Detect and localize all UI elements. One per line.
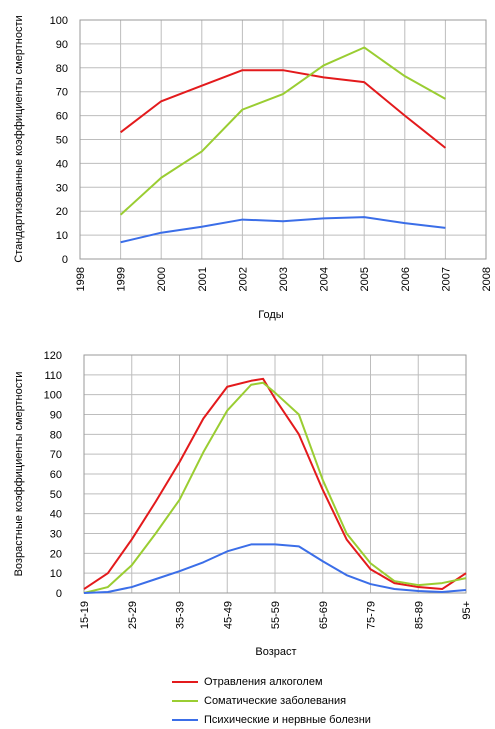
chart-1-mortality-by-year: Стандартизованные коэффициенты смертност… — [13, 15, 493, 321]
legend-label: Психические и нервные болезни — [204, 713, 371, 726]
chart-1-x-tick-label: 2004 — [319, 267, 331, 291]
chart-2-y-tick-label: 40 — [50, 509, 62, 521]
chart-1-y-tick-label: 0 — [62, 254, 68, 266]
chart-1-y-tick-label: 100 — [50, 15, 68, 27]
chart-1-x-tick-label: 1998 — [75, 267, 87, 291]
chart-2-mortality-by-age: Возрастные коэффициенты смертности Возра… — [13, 350, 473, 658]
chart-2-x-tick-label: 15-19 — [79, 601, 91, 629]
chart-1-y-tick-label: 40 — [56, 158, 68, 170]
chart-1-x-tick-label: 1999 — [116, 267, 128, 291]
chart-1-x-tick-label: 2003 — [278, 267, 290, 291]
chart-1-x-tick-label: 2000 — [156, 267, 168, 291]
chart-2-x-axis-title: Возраст — [255, 646, 296, 658]
chart-2-x-tick-label: 75-79 — [366, 601, 378, 629]
chart-1-y-tick-label: 20 — [56, 206, 68, 218]
chart-1-y-tick-label: 60 — [56, 111, 68, 123]
chart-2-y-tick-label: 20 — [50, 548, 62, 560]
chart-1-series-line-3 — [120, 216, 446, 244]
chart-2-y-axis-title: Возрастные коэффициенты смертности — [13, 372, 25, 577]
legend-item-somatic-diseases: Соматические заболевания — [172, 691, 412, 710]
chart-2-y-tick-label: 70 — [50, 449, 62, 461]
chart-1-y-axis-title: Стандартизованные коэффициенты смертност… — [13, 15, 25, 262]
legend-label: Отравления алкоголем — [204, 675, 323, 688]
chart-1-y-tick-label: 50 — [56, 135, 68, 147]
chart-2-y-tick-label: 60 — [50, 469, 62, 481]
chart-2-y-tick-label: 110 — [44, 370, 62, 382]
chart-2-plot-frame — [83, 354, 467, 594]
chart-1-x-tick-label: 2002 — [237, 267, 249, 291]
legend-swatch-red — [172, 680, 198, 683]
chart-2-y-tick-label: 10 — [50, 568, 62, 580]
chart-2-x-tick-label: 35-39 — [175, 601, 187, 629]
chart-1-x-axis-title: Годы — [258, 309, 284, 321]
chart-2-y-tick-label: 0 — [56, 588, 62, 600]
chart-1-series-line-1 — [119, 69, 447, 149]
chart-2-x-tick-label: 45-49 — [222, 601, 234, 629]
chart-1-plot-frame — [79, 19, 487, 260]
chart-2-x-tick-label: 85-89 — [413, 601, 425, 629]
chart-1-y-tick-label: 30 — [56, 182, 68, 194]
chart-2-y-tick-label: 90 — [50, 410, 62, 422]
chart-1-x-tick-label: 2007 — [440, 267, 452, 291]
chart-1-y-tick-label: 70 — [56, 87, 68, 99]
chart-2-y-tick-label: 50 — [50, 489, 62, 501]
chart-1-y-tick-label: 80 — [56, 63, 68, 75]
chart-1-x-tick-label: 2001 — [197, 267, 209, 291]
legend-label: Соматические заболевания — [204, 694, 347, 707]
legend-swatch-green — [172, 699, 198, 702]
chart-1-x-tick-label: 2005 — [359, 267, 371, 291]
chart-1-x-tick-label: 2006 — [400, 267, 412, 291]
legend-item-mental-diseases: Психические и нервные болезни — [172, 710, 412, 729]
chart-2-x-tick-label: 55-59 — [270, 601, 282, 629]
chart-2-y-tick-label: 100 — [44, 390, 62, 402]
chart-2-y-tick-label: 120 — [44, 350, 62, 362]
chart-1-y-tick-label: 10 — [56, 230, 68, 242]
chart-2-series-line-3 — [83, 543, 467, 594]
chart-1-x-tick-label: 2008 — [481, 267, 493, 291]
chart-2-x-tick-label: 95+ — [461, 601, 473, 620]
chart-2-x-tick-label: 25-29 — [127, 601, 139, 629]
chart-2-series-line-2 — [83, 381, 467, 594]
chart-2-y-tick-label: 30 — [50, 529, 62, 541]
chart-1-series-line-2 — [119, 46, 446, 216]
chart-2-y-tick-label: 80 — [50, 429, 62, 441]
legend-item-alcohol-poisoning: Отравления алкоголем — [172, 672, 412, 691]
legend-swatch-blue — [172, 718, 198, 721]
chart-1-y-tick-label: 90 — [56, 39, 68, 51]
chart-2-x-tick-label: 65-69 — [318, 601, 330, 629]
chart-2-legend: Отравления алкоголем Соматические заболе… — [172, 672, 412, 729]
